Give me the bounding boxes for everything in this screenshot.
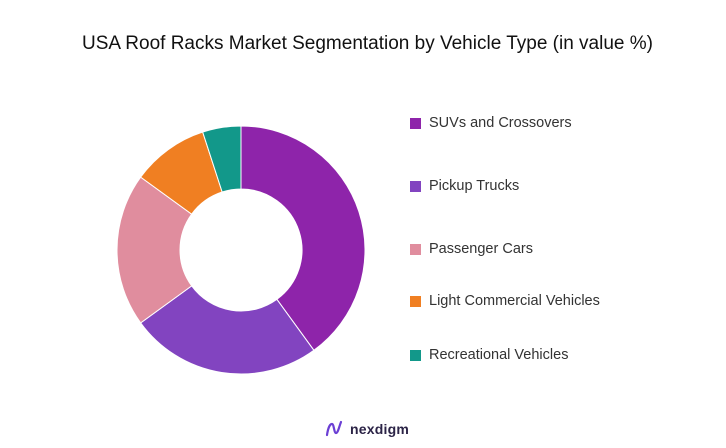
donut-slice-1: [139, 285, 315, 375]
donut-slice-2: [116, 176, 193, 324]
legend-item: SUVs and Crossovers: [410, 112, 572, 134]
legend-swatch: [410, 295, 421, 307]
legend-label: Recreational Vehicles: [429, 347, 569, 363]
legend-label: Light Commercial Vehicles: [429, 293, 600, 309]
legend-swatch: [410, 243, 421, 255]
legend-item: Pickup Trucks: [410, 175, 519, 197]
legend-swatch: [410, 349, 421, 361]
chart-title: USA Roof Racks Market Segmentation by Ve…: [82, 33, 653, 54]
legend-item: Passenger Cars: [410, 238, 533, 260]
donut-slices: [116, 125, 366, 375]
brand-name: nexdigm: [350, 421, 409, 437]
legend-swatch: [410, 117, 421, 129]
donut-slice-4: [202, 125, 242, 193]
legend-label: Passenger Cars: [429, 241, 533, 257]
legend-item: Light Commercial Vehicles: [410, 290, 600, 312]
legend-item: Recreational Vehicles: [410, 344, 568, 366]
legend-label: Pickup Trucks: [429, 178, 520, 194]
brand-logo: nexdigm: [324, 419, 409, 439]
legend-swatch: [410, 180, 421, 192]
legend-label: SUVs and Crossovers: [429, 115, 572, 131]
nexdigm-logo-icon: [325, 420, 343, 437]
donut-slice-0: [240, 125, 366, 352]
